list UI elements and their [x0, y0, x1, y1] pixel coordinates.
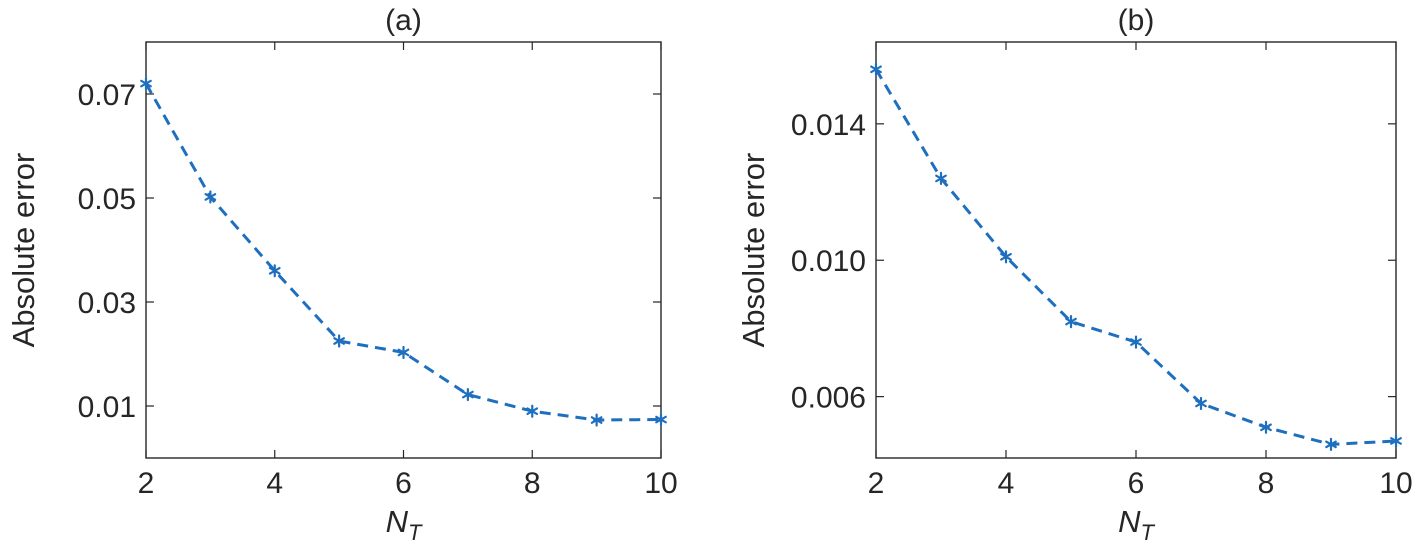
panel-b-y-axis-title: Absolute error	[736, 153, 771, 348]
panel-a-data-point	[655, 412, 667, 427]
panel-a-y-tick-label: 0.07	[78, 79, 136, 112]
panel-a-data-point	[462, 387, 474, 402]
panel-a-data-point	[333, 334, 345, 348]
panel-a-x-tick-label: 2	[138, 467, 155, 500]
panel-b-data-point	[870, 62, 882, 76]
panel-a-data-point	[526, 404, 539, 418]
panel-b-y-tick-label: 0.006	[791, 382, 866, 415]
panel-a-x-tick-label: 4	[266, 467, 283, 500]
panel-a-x-axis-title: NT	[386, 504, 423, 545]
panel-a: (a) Absolute error NT 2 4 6 8 10 0.01 0.03 0.05…	[6, 4, 678, 545]
panel-a-data-point	[204, 190, 217, 204]
panel-a-y-axis-title: Absolute error	[6, 153, 41, 348]
panel-a-x-tick-label: 8	[524, 467, 541, 500]
panel-b-title: (b)	[1118, 4, 1155, 37]
panel-a-x-tick-label: 6	[395, 467, 412, 500]
panel-b-x-axis-subscript: T	[1140, 520, 1155, 545]
panel-a-y-tick-label: 0.05	[78, 183, 136, 216]
panel-b-x-axis-symbol: N	[1118, 504, 1141, 539]
panel-b-data-point	[1065, 315, 1077, 329]
panel-b-data-point	[1325, 437, 1337, 451]
panel-a-data-point	[268, 264, 281, 278]
panel-b-axes-box	[875, 41, 1397, 459]
panel-b-x-tick-label: 6	[1128, 467, 1145, 500]
panel-a-y-tick-label: 0.01	[78, 391, 136, 424]
panel-b-plot-area: 2 4 6 8 10 0.006 0.010 0.014	[791, 41, 1413, 500]
panel-b-x-tick-label: 10	[1379, 467, 1412, 500]
panel-b-y-tick-label: 0.010	[791, 245, 866, 278]
panel-b-series-line	[874, 68, 1397, 446]
panel-a-x-axis-subscript: T	[408, 520, 423, 545]
panel-a-series-line	[144, 82, 662, 422]
panel-b-data-point	[1130, 335, 1142, 349]
panel-a-y-tick-label: 0.03	[78, 287, 136, 320]
panel-b: (b) Absolute error NT 2 4 6 8 10 0.006 0.010 0.…	[736, 4, 1413, 545]
panel-b-y-tick-label: 0.014	[791, 109, 866, 142]
panel-b-data-point	[1260, 420, 1272, 434]
panel-a-plot-area: 2 4 6 8 10 0.01 0.03 0.05 0.07	[78, 41, 678, 500]
panel-b-x-tick-label: 8	[1258, 467, 1275, 500]
panel-b-x-axis-title: NT	[1118, 504, 1155, 545]
panel-a-data-point	[397, 345, 410, 360]
panel-a-title: (a)	[385, 4, 422, 37]
panel-a-data-point	[140, 76, 152, 91]
panel-b-x-tick-label: 2	[868, 467, 885, 500]
panel-a-x-axis-symbol: N	[386, 504, 409, 539]
panel-a-axes-box	[145, 41, 662, 459]
panel-a-data-point	[590, 413, 603, 427]
panel-b-data-point	[1195, 396, 1207, 411]
panel-a-x-tick-label: 10	[644, 467, 677, 500]
panel-b-data-point	[1000, 250, 1012, 264]
panel-b-data-point	[935, 171, 947, 185]
panel-b-data-point	[1390, 434, 1402, 448]
panel-b-x-tick-label: 4	[998, 467, 1015, 500]
